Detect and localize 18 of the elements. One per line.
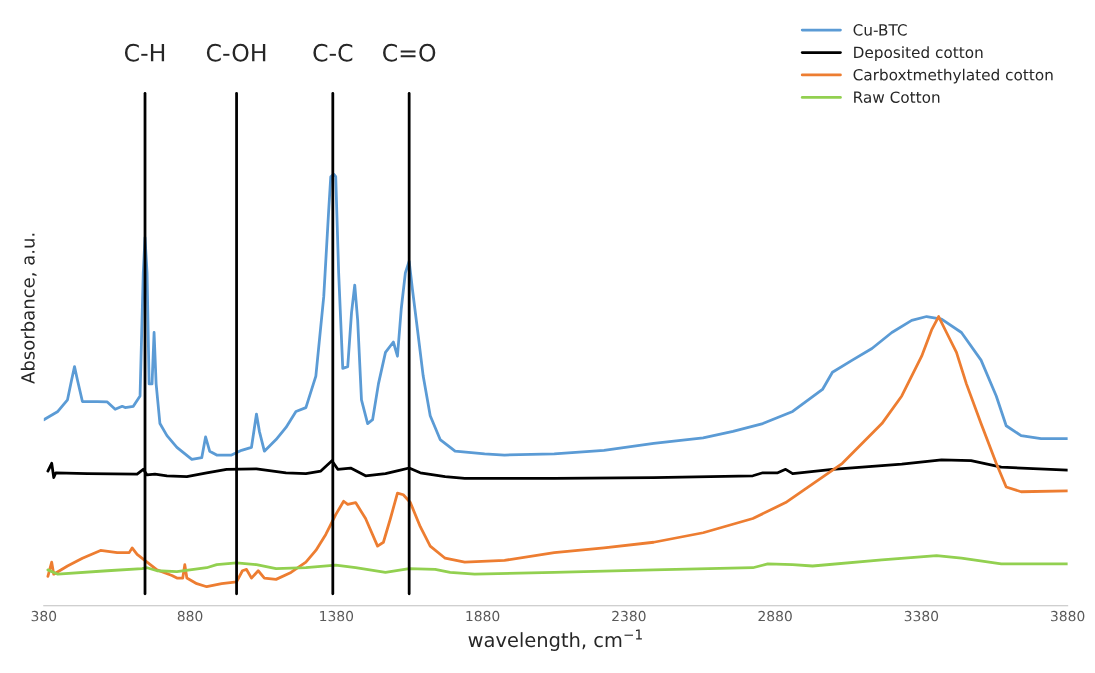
x-tick-label: 1380 xyxy=(320,610,354,622)
x-tick-label: 2380 xyxy=(612,610,646,622)
x-tick-label: 880 xyxy=(177,610,203,622)
legend-label: Carboxtmethylated cotton xyxy=(853,68,1053,84)
legend-label: Cu-BTC xyxy=(853,24,907,36)
legend-label: Deposited cotton xyxy=(854,46,983,62)
x-axis-title: wavelength, cm$^{−1}$ xyxy=(468,629,642,651)
ref-line-label: C-C xyxy=(313,43,353,62)
ref-line-label: C-H xyxy=(124,43,165,62)
x-tick-label: 1880 xyxy=(466,610,500,622)
x-tick-label: 3380 xyxy=(904,610,939,622)
legend-label: Raw Cotton xyxy=(854,91,940,103)
x-tick-label: 3880 xyxy=(1051,610,1085,622)
y-axis-title: Absorbance, a.u. xyxy=(20,233,37,384)
x-tick-label: 380 xyxy=(31,610,57,622)
x-tick-label: 2880 xyxy=(758,610,792,622)
ref-line-label: C-OH xyxy=(206,43,266,62)
ref-line-label: C=O xyxy=(383,43,436,62)
